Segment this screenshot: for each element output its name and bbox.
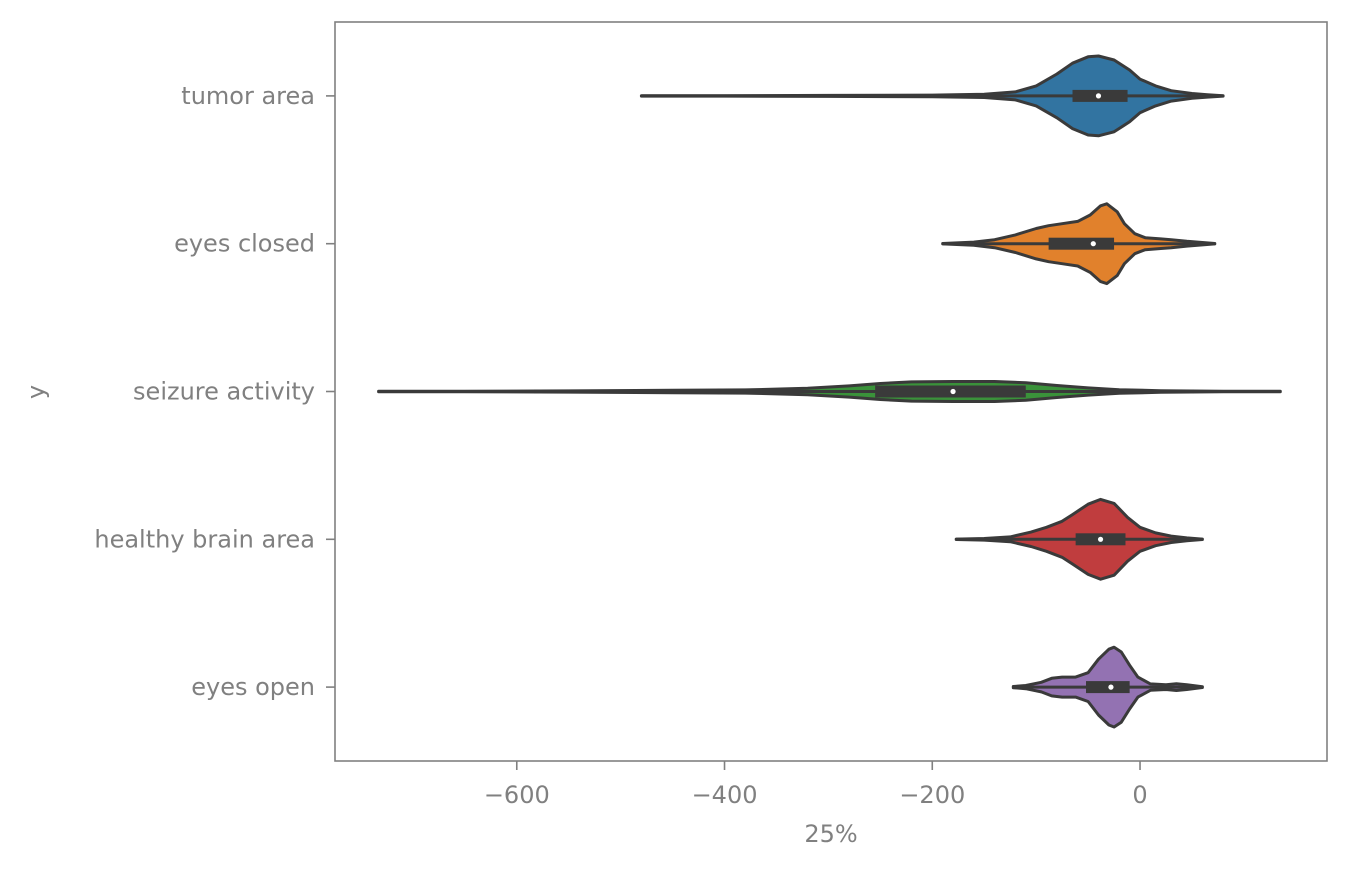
x-axis-title: 25%	[804, 820, 857, 848]
y-tick-label: seizure activity	[133, 378, 315, 406]
y-tick-label: eyes closed	[174, 230, 315, 258]
violin-group	[377, 54, 1282, 729]
y-axis-ticks: tumor area eyes closed seizure activity hea…	[94, 82, 335, 701]
y-tick-label: healthy brain area	[94, 525, 315, 553]
x-tick-label: −200	[899, 781, 965, 809]
violin-seizure-activity	[377, 380, 1282, 403]
x-tick-label: −400	[692, 781, 758, 809]
median-point	[1095, 93, 1102, 99]
x-tick-label: 0	[1132, 781, 1147, 809]
iqr-box	[1048, 237, 1115, 250]
violin-eyes-closed	[941, 202, 1217, 286]
iqr-box	[1086, 681, 1130, 694]
y-tick-label: eyes open	[191, 673, 315, 701]
median-point	[1108, 684, 1114, 690]
violin-tumor-area	[639, 54, 1225, 138]
x-tick-label: −600	[484, 781, 550, 809]
median-point	[950, 388, 956, 395]
median-point	[1097, 536, 1104, 542]
y-tick-label: tumor area	[181, 82, 315, 110]
y-axis-title: y	[22, 385, 50, 399]
median-point	[1090, 241, 1096, 247]
violin-eyes-open	[1011, 645, 1204, 729]
violin-healthy-brain-area	[954, 497, 1204, 581]
x-axis-ticks: −600 −400 −200 0	[484, 761, 1148, 809]
